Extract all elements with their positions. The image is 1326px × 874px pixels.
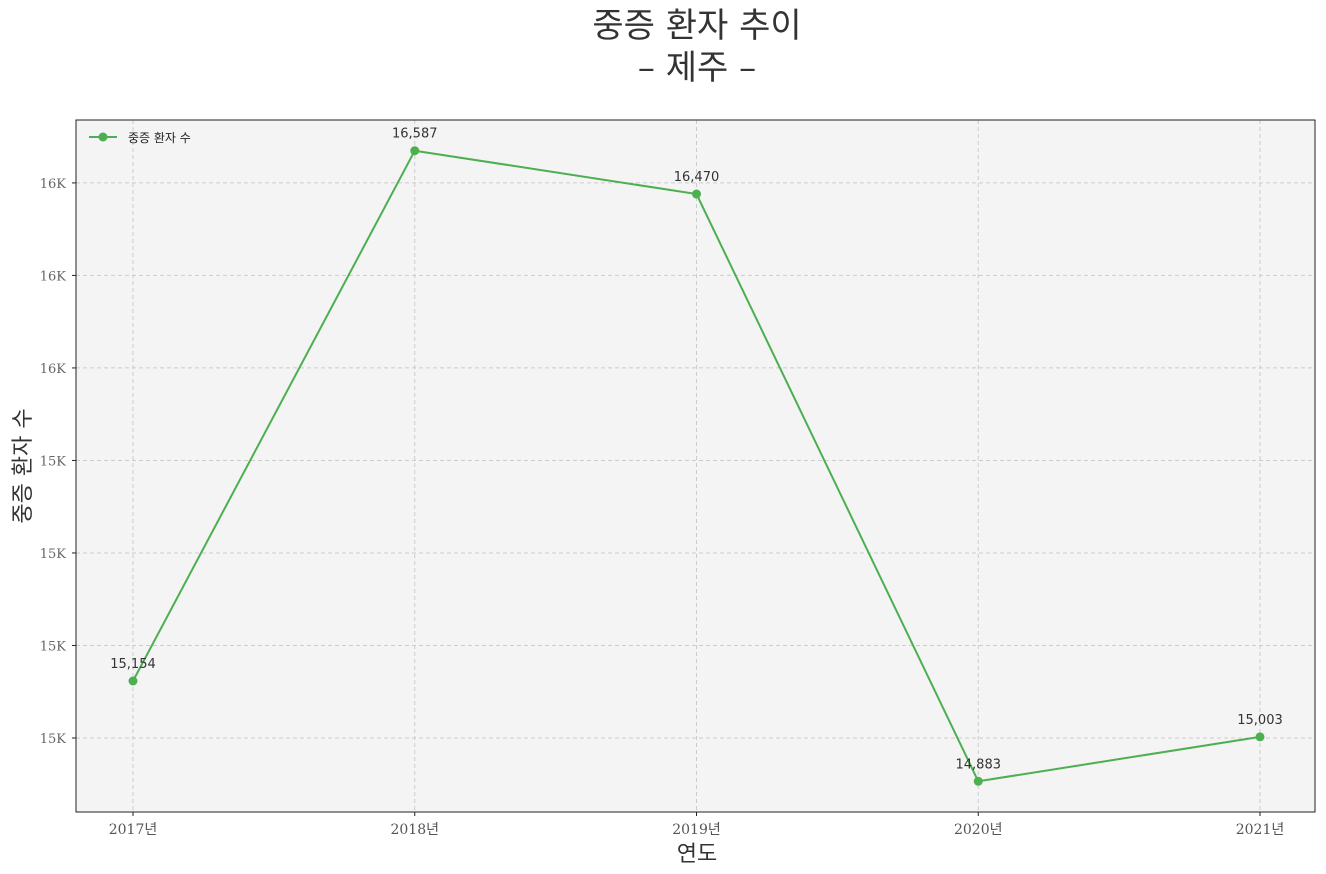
data-label: 16,587 [392, 127, 438, 142]
chart-title-line-2: – 제주 – [638, 48, 756, 88]
y-tick-label: 15K [40, 547, 67, 562]
data-point [973, 776, 983, 786]
data-point [1255, 732, 1265, 742]
data-point [410, 146, 420, 156]
y-axis-label: 중증 환자 수 [11, 408, 36, 523]
y-tick-label: 15K [40, 454, 67, 469]
legend-point-marker [98, 132, 108, 142]
chart-title-line-1: 중증 환자 추이 [592, 6, 801, 46]
chart-title: 중증 환자 추이 – 제주 – [592, 6, 801, 88]
plot-frame [75, 119, 1316, 813]
data-labels-layer: 15,154 16,587 16,470 14,883 15,003 [110, 127, 1283, 773]
plot-area [76, 120, 1315, 812]
y-tick-label: 16K [40, 177, 67, 192]
data-label: 16,470 [674, 170, 720, 185]
y-tick-label: 15K [40, 732, 67, 747]
grid-lines [76, 120, 1315, 812]
x-axis-ticks: 2017년 2018년 2019년 2020년 2021년 [109, 812, 1285, 838]
data-point [692, 189, 701, 199]
y-axis-ticks: 15K 15K 15K 15K 16K 16K 16K [40, 177, 76, 747]
x-axis-label: 연도 [677, 842, 717, 867]
data-label: 15,154 [110, 657, 156, 672]
data-point [128, 676, 138, 686]
x-tick-label: 2019년 [672, 822, 721, 838]
y-tick-label: 16K [40, 362, 67, 377]
data-label: 15,003 [1237, 713, 1283, 728]
legend: 중증 환자 수 [89, 131, 191, 145]
data-label: 14,883 [956, 757, 1002, 772]
x-tick-label: 2020년 [954, 822, 1003, 838]
y-tick-label: 16K [40, 269, 67, 284]
x-tick-label: 2021년 [1236, 822, 1285, 838]
data-points-layer [128, 146, 1265, 786]
y-tick-label: 15K [40, 639, 67, 654]
x-tick-label: 2018년 [390, 822, 439, 838]
legend-entry-label: 중증 환자 수 [128, 131, 191, 145]
x-tick-label: 2017년 [109, 822, 158, 838]
